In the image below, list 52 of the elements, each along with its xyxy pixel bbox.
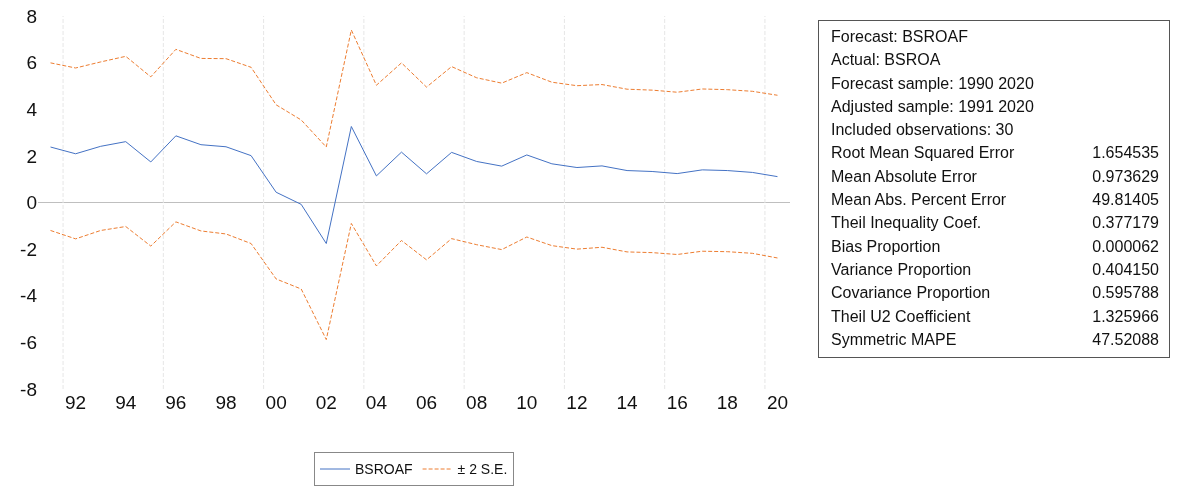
category-label: Theil U2 Coefficient	[831, 306, 971, 327]
x-tick-label: 20	[766, 392, 789, 413]
x-tick-label: 02	[315, 392, 337, 413]
text: Forecast: BSROAF	[831, 27, 968, 47]
y-tick-label: 6	[26, 52, 37, 74]
line-series	[50, 221, 778, 341]
y-tick-label: -6	[20, 332, 37, 354]
category-label: Covariance Proportion	[831, 283, 991, 304]
text: 0.973629	[1092, 167, 1159, 185]
y-tick-label: 8	[26, 5, 37, 27]
text: 1.654535	[1092, 144, 1159, 162]
text: 0.377179	[1092, 214, 1159, 232]
x-tick-label: 16	[666, 392, 688, 413]
x-tick-label: 92	[65, 392, 87, 413]
category-label: Root Mean Squared Error	[831, 143, 1015, 164]
legend-label: ± 2 S.E.	[457, 461, 508, 478]
text: Included observations: 30	[831, 120, 1014, 141]
x-tick-label: 08	[466, 392, 488, 413]
category-label: Theil Inequality Coef.	[831, 213, 982, 234]
line-series	[50, 126, 778, 245]
category-label: Mean Absolute Error	[831, 166, 977, 187]
y-tick-label: -4	[20, 285, 38, 307]
x-tick-label: 06	[415, 392, 438, 413]
category-label: Bias Proportion	[831, 236, 941, 257]
x-tick-label: 00	[265, 392, 287, 413]
category-label: Symmetric MAPE	[831, 329, 957, 350]
y-tick-label: -8	[20, 378, 37, 400]
category-label: Mean Abs. Percent Error	[831, 190, 1007, 211]
y-tick-label: 2	[26, 145, 37, 167]
text: 0.000062	[1092, 237, 1159, 255]
text: Forecast sample: 1990 2020	[831, 73, 1034, 94]
y-tick-label: -2	[20, 238, 37, 260]
x-tick-label: 10	[516, 392, 538, 413]
line-series	[50, 29, 778, 148]
x-tick-label: 94	[115, 392, 137, 413]
text: Adjusted sample: 1991 2020	[831, 96, 1034, 117]
x-tick-label: 98	[215, 392, 237, 413]
text: 47.52088	[1092, 330, 1159, 348]
x-tick-label: 96	[165, 392, 187, 413]
text: Actual: BSROA	[831, 50, 941, 71]
x-tick-label: 18	[716, 392, 738, 413]
y-tick-label: 0	[26, 192, 37, 214]
x-tick-label: 04	[365, 392, 388, 413]
text: 0.595788	[1092, 284, 1159, 302]
text: 49.81405	[1092, 191, 1159, 209]
text: 1.325966	[1092, 307, 1159, 325]
legend-label: BSROAF	[355, 461, 413, 478]
y-tick-label: 4	[26, 98, 38, 120]
category-label: Variance Proportion	[831, 259, 972, 280]
text: 0.404150	[1092, 260, 1159, 278]
x-tick-label: 12	[566, 392, 588, 413]
x-tick-label: 14	[616, 392, 639, 413]
